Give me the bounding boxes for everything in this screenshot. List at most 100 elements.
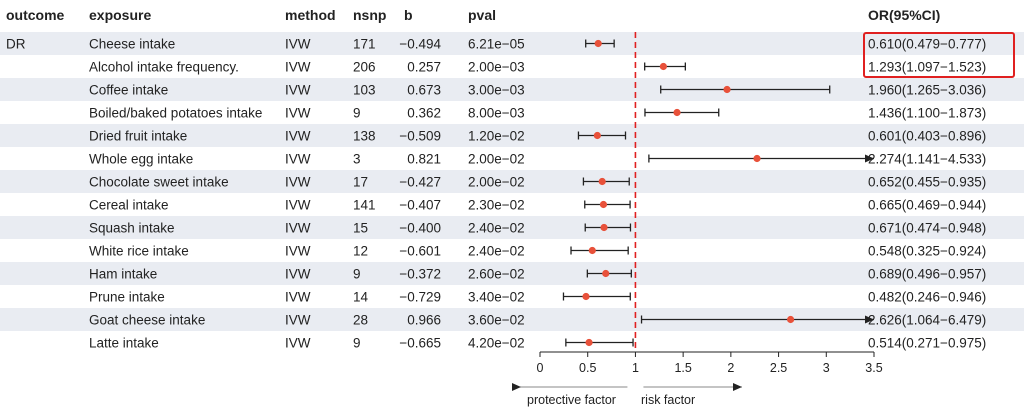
x-tick-label: 0.5 — [579, 361, 596, 375]
or-ci-text: 2.274(1.141−4.533) — [868, 152, 986, 167]
x-tick-label: 3.5 — [865, 361, 882, 375]
or-ci-text: 0.548(0.325−0.924) — [868, 244, 986, 259]
nsnp-cell: 17 — [353, 175, 368, 190]
nsnp-cell: 103 — [353, 83, 376, 98]
method-cell: IVW — [285, 313, 311, 328]
method-cell: IVW — [285, 244, 311, 259]
or-point — [594, 39, 602, 48]
pval-cell: 2.00e−02 — [468, 152, 525, 167]
or-ci-text: 0.665(0.469−0.944) — [868, 198, 986, 213]
exposure-label: Dried fruit intake — [89, 129, 187, 144]
or-ci-text: 1.960(1.265−3.036) — [868, 83, 986, 98]
pval-cell: 2.40e−02 — [468, 221, 525, 236]
nsnp-cell: 14 — [353, 290, 369, 305]
nsnp-cell: 206 — [353, 60, 376, 75]
pval-cell: 8.00e−03 — [468, 106, 525, 121]
or-point — [753, 154, 761, 163]
exposure-label: Boiled/baked potatoes intake — [89, 106, 262, 121]
pval-cell: 2.30e−02 — [468, 198, 525, 213]
method-cell: IVW — [285, 175, 311, 190]
outcome-label: DR — [6, 37, 26, 52]
x-tick-label: 2 — [727, 361, 734, 375]
row-shade — [0, 78, 1024, 101]
or-ci-text: 2.626(1.064−6.479) — [868, 313, 986, 328]
exposure-label: Ham intake — [89, 267, 157, 282]
x-tick-label: 0 — [537, 361, 544, 375]
pval-cell: 3.60e−02 — [468, 313, 525, 328]
b-cell: −0.665 — [399, 336, 441, 351]
nsnp-cell: 141 — [353, 198, 376, 213]
pval-cell: 1.20e−02 — [468, 129, 525, 144]
or-ci-text: 0.514(0.271−0.975) — [868, 336, 986, 351]
exposure-label: Coffee intake — [89, 83, 168, 98]
b-cell: −0.400 — [399, 221, 441, 236]
x-tick-label: 3 — [823, 361, 830, 375]
row-shade — [0, 308, 1024, 331]
exposure-label: Chocolate sweet intake — [89, 175, 229, 190]
pval-cell: 3.40e−02 — [468, 290, 525, 305]
nsnp-cell: 15 — [353, 221, 368, 236]
or-point — [723, 85, 731, 94]
row-shade — [0, 216, 1024, 239]
exposure-label: Prune intake — [89, 290, 165, 305]
method-cell: IVW — [285, 290, 311, 305]
header-b: b — [404, 7, 413, 23]
exposure-label: Alcohol intake frequency. — [89, 60, 239, 75]
b-cell: 0.821 — [407, 152, 441, 167]
row-shade — [0, 124, 1024, 147]
or-point — [598, 177, 606, 186]
b-cell: −0.372 — [399, 267, 441, 282]
or-point — [585, 338, 593, 347]
b-cell: 0.257 — [407, 60, 441, 75]
exposure-label: Cheese intake — [89, 37, 175, 52]
b-cell: −0.509 — [399, 129, 441, 144]
b-cell: 0.362 — [407, 106, 441, 121]
x-tick-label: 1 — [632, 361, 639, 375]
header-pval: pval — [468, 7, 496, 23]
nsnp-cell: 171 — [353, 37, 376, 52]
nsnp-cell: 12 — [353, 244, 368, 259]
or-ci-text: 0.610(0.479−0.777) — [868, 37, 986, 52]
method-cell: IVW — [285, 267, 311, 282]
or-ci-text: 0.601(0.403−0.896) — [868, 129, 986, 144]
nsnp-cell: 9 — [353, 106, 361, 121]
or-point — [599, 200, 608, 209]
pval-cell: 6.21e−05 — [468, 37, 525, 52]
or-point — [673, 108, 681, 117]
method-cell: IVW — [285, 60, 311, 75]
b-cell: −0.427 — [399, 175, 441, 190]
nsnp-cell: 28 — [353, 313, 368, 328]
b-cell: 0.966 — [407, 313, 441, 328]
row-shade — [0, 262, 1024, 285]
or-point — [786, 315, 795, 324]
exposure-label: Squash intake — [89, 221, 175, 236]
pval-cell: 2.40e−02 — [468, 244, 525, 259]
or-point — [600, 223, 608, 232]
row-shade — [0, 32, 1024, 55]
pval-cell: 4.20e−02 — [468, 336, 525, 351]
method-cell: IVW — [285, 37, 311, 52]
nsnp-cell: 9 — [353, 267, 361, 282]
protective-factor-label: protective factor — [527, 393, 616, 407]
exposure-label: White rice intake — [89, 244, 189, 259]
method-cell: IVW — [285, 83, 311, 98]
method-cell: IVW — [285, 152, 311, 167]
x-tick-label: 1.5 — [674, 361, 691, 375]
nsnp-cell: 138 — [353, 129, 376, 144]
pval-cell: 3.00e−03 — [468, 83, 525, 98]
or-ci-text: 1.436(1.100−1.873) — [868, 106, 986, 121]
pval-cell: 2.00e−03 — [468, 60, 525, 75]
header-outcome: outcome — [6, 7, 65, 23]
pval-cell: 2.00e−02 — [468, 175, 525, 190]
method-cell: IVW — [285, 129, 311, 144]
b-cell: −0.729 — [399, 290, 441, 305]
method-cell: IVW — [285, 336, 311, 351]
or-ci-text: 1.293(1.097−1.523) — [868, 60, 986, 75]
header-method: method — [285, 7, 336, 23]
exposure-label: Goat cheese intake — [89, 313, 205, 328]
nsnp-cell: 3 — [353, 152, 361, 167]
b-cell: −0.601 — [399, 244, 441, 259]
header-or: OR(95%CI) — [868, 7, 940, 23]
or-point — [602, 269, 610, 278]
nsnp-cell: 9 — [353, 336, 361, 351]
